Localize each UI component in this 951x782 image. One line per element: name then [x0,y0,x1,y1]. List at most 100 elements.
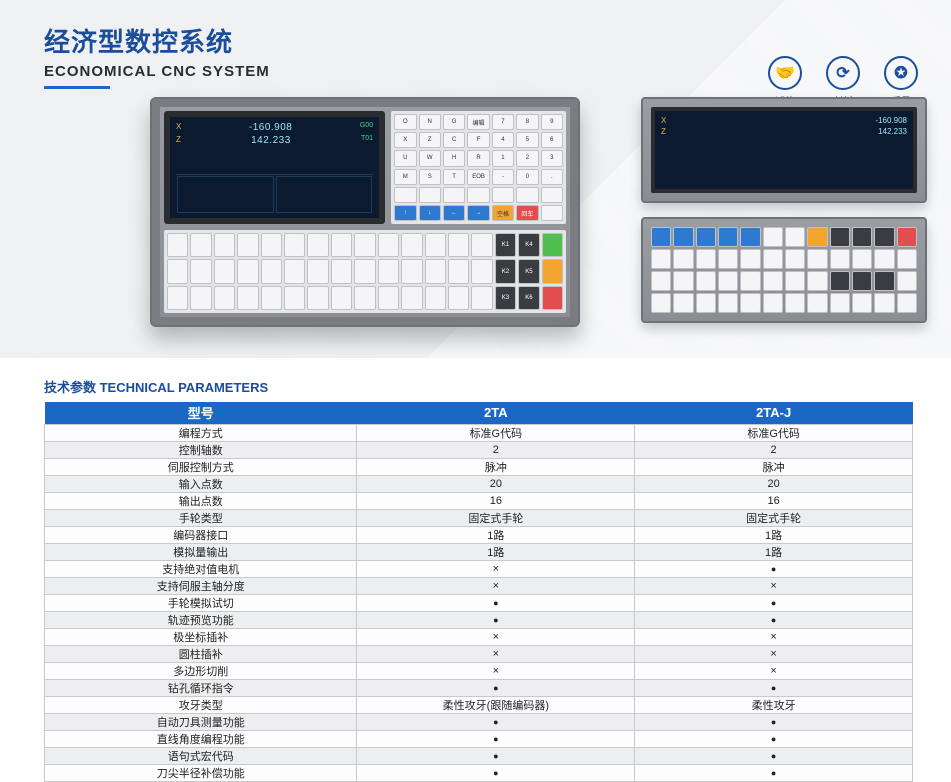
device-key [378,233,399,257]
device-key: 9 [541,114,563,130]
param-label: 自动刀具测量功能 [45,713,357,730]
param-value [357,594,635,611]
device-key [307,286,328,310]
device-key [718,227,738,247]
table-row: 编码器接口1路1路 [45,526,913,543]
param-label: 编程方式 [45,424,357,441]
device-key [874,249,894,269]
device-key [425,259,446,283]
param-label: 伺服控制方式 [45,458,357,475]
device-key: 编辑 [467,114,489,130]
thumbnail-screen: X-160.908 Z142.233 [641,97,927,203]
param-value [635,577,913,594]
device-key [471,233,492,257]
device-key [401,286,422,310]
device-key: K2 [495,259,516,283]
device-key [401,259,422,283]
param-value: 1路 [635,543,913,560]
device-key: F [467,132,489,148]
device-key [307,233,328,257]
device-key [541,187,563,203]
detail-thumbnails: X-160.908 Z142.233 [641,97,927,323]
device-key [190,233,211,257]
device-key [673,293,693,313]
device-key [785,227,805,247]
device-key: S [419,169,441,185]
device-key [542,233,563,257]
device-key [830,227,850,247]
device-key [331,259,352,283]
param-value: 1路 [357,526,635,543]
device-key: C [443,132,465,148]
param-label: 手轮模拟试切 [45,594,357,611]
device-key [651,271,671,291]
table-row: 输出点数1616 [45,492,913,509]
param-value: 2 [635,441,913,458]
device-key [718,249,738,269]
device-key: 4 [492,132,514,148]
device-key: 0 [516,169,538,185]
device-key [284,233,305,257]
param-value [357,679,635,696]
thumbnail-keypad [641,217,927,323]
device-key [331,233,352,257]
param-value: 20 [635,475,913,492]
param-value: 1路 [635,526,913,543]
device-key [763,293,783,313]
device-key [874,293,894,313]
param-value [635,662,913,679]
device-key [284,286,305,310]
device-key: 2 [516,150,538,166]
param-value [635,611,913,628]
param-value: 柔性攻牙 [635,696,913,713]
table-row: 编程方式标准G代码标准G代码 [45,424,913,441]
param-value [357,730,635,747]
device-key: X [394,132,416,148]
device-key [740,293,760,313]
table-row: 手轮类型固定式手轮固定式手轮 [45,509,913,526]
table-row: 模拟量输出1路1路 [45,543,913,560]
device-key [542,259,563,283]
table-row: 支持绝对值电机 [45,560,913,577]
device-key [718,293,738,313]
device-key [830,271,850,291]
param-value [357,628,635,645]
device-key [471,259,492,283]
device-key: 1 [492,150,514,166]
device-key [785,249,805,269]
device-key: G [443,114,465,130]
device-key [897,227,917,247]
device-key [897,249,917,269]
device-key [897,271,917,291]
device-key [852,249,872,269]
device-key: R [467,150,489,166]
device-key [214,259,235,283]
thumb-coord-z: 142.233 [878,127,907,136]
title-english: ECONOMICAL CNC SYSTEM [44,63,951,80]
device-key [651,293,671,313]
device-key: ↑ [394,205,416,221]
param-value: 固定式手轮 [357,509,635,526]
param-label: 轨迹预览功能 [45,611,357,628]
device-key [696,293,716,313]
param-value [357,577,635,594]
param-label: 极坐标插补 [45,628,357,645]
table-row: 手轮模拟试切 [45,594,913,611]
device-key [807,271,827,291]
device-key [542,286,563,310]
param-value [357,764,635,781]
device-key [167,286,188,310]
device-key [874,227,894,247]
device-key [740,227,760,247]
table-body: 编程方式标准G代码标准G代码控制轴数22伺服控制方式脉冲脉冲输入点数2020输出… [45,424,913,781]
device-key [354,233,375,257]
coord-x: -160.908 [249,122,292,133]
parameters-table-wrap: 型号2TA2TA-J 编程方式标准G代码标准G代码控制轴数22伺服控制方式脉冲脉… [44,402,913,782]
param-value [357,645,635,662]
table-row: 圆柱插补 [45,645,913,662]
device-key [167,233,188,257]
device-key: 6 [541,132,563,148]
device-key [807,293,827,313]
device-key [237,259,258,283]
param-value [635,645,913,662]
